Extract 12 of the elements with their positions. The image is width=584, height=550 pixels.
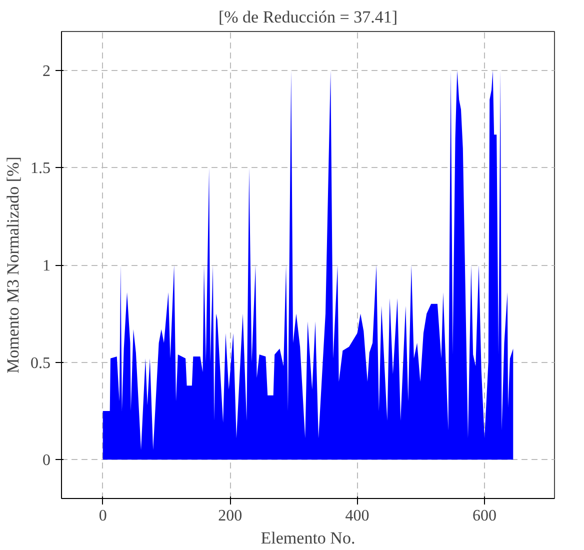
y-tick-label: 0.5 (30, 354, 50, 372)
y-tick-label: 2 (42, 62, 50, 80)
x-tick-label: 0 (98, 508, 107, 524)
y-tick-label: 0 (42, 452, 50, 470)
x-tick-label: 200 (218, 508, 242, 524)
x-tick-label: 600 (472, 508, 497, 524)
chart-title: [% de Reducción = 37.41] (218, 8, 398, 26)
y-tick-label: 1 (42, 258, 50, 274)
x-axis-title: Elemento No. (260, 528, 356, 548)
y-axis-title: Momento M3 Normalizado [%] (4, 156, 22, 374)
x-tick-label: 400 (345, 508, 370, 524)
y-tick-label: 1.5 (30, 160, 50, 178)
